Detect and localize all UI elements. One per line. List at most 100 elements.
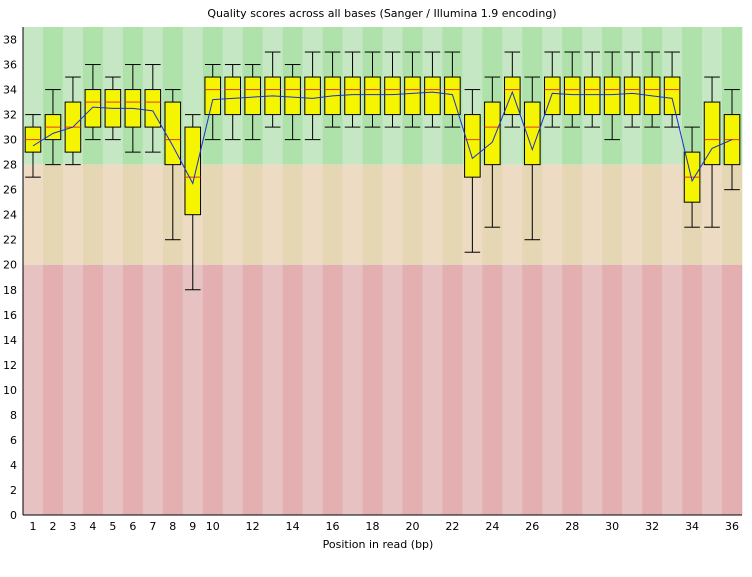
y-tick-label: 10 <box>3 384 17 397</box>
zone-reasonable-band <box>282 164 303 265</box>
zone-reasonable-band <box>222 164 243 265</box>
zone-poor-band <box>542 264 563 515</box>
iqr-box <box>184 126 202 216</box>
x-tick-label: 10 <box>206 520 220 533</box>
y-tick-label: 12 <box>3 359 17 372</box>
box-position-18 <box>364 51 381 128</box>
x-tick-label: 2 <box>49 520 56 533</box>
chart-title: Quality scores across all bases (Sanger … <box>207 7 556 20</box>
y-tick-label: 18 <box>3 284 17 297</box>
zone-poor-band <box>282 264 303 515</box>
zone-reasonable-band <box>142 164 164 265</box>
zone-poor-band <box>222 264 243 515</box>
box-position-25 <box>504 51 521 128</box>
y-tick-label: 34 <box>3 84 17 97</box>
y-tick-label: 6 <box>10 434 17 447</box>
y-tick-label: 2 <box>10 484 17 497</box>
iqr-box <box>623 76 641 116</box>
y-tick-label: 16 <box>3 309 17 322</box>
zone-poor-band <box>262 264 283 515</box>
zone-poor-band <box>462 264 483 515</box>
zone-poor-band <box>142 264 164 515</box>
box-position-17 <box>344 51 361 128</box>
box-position-14 <box>284 64 301 141</box>
mean-line <box>32 90 733 185</box>
x-tick-label: 5 <box>109 520 116 533</box>
zone-reasonable-band <box>502 164 523 265</box>
zone-poor-band <box>162 264 184 515</box>
iqr-box <box>204 76 222 116</box>
y-tick-label: 28 <box>3 159 17 172</box>
box-position-19 <box>384 51 401 128</box>
zone-reasonable-band <box>242 164 263 265</box>
zone-poor-band <box>602 264 623 515</box>
y-tick-label: 0 <box>10 509 17 522</box>
box-position-15 <box>304 51 321 141</box>
x-tick-label: 18 <box>366 520 380 533</box>
iqr-box <box>424 76 441 116</box>
zone-reasonable-band <box>262 164 283 265</box>
zone-reasonable-band <box>442 164 463 265</box>
zone-poor-band <box>622 264 643 515</box>
y-tick-label: 36 <box>3 59 17 72</box>
iqr-box <box>224 76 241 116</box>
x-tick-label: 7 <box>149 520 156 533</box>
zone-poor-band <box>23 264 44 515</box>
y-tick-label: 14 <box>3 334 17 347</box>
x-tick-label: 1 <box>29 520 36 533</box>
iqr-box <box>563 76 581 116</box>
box-position-2 <box>44 89 62 166</box>
x-tick-label: 24 <box>485 520 499 533</box>
zone-poor-band <box>442 264 463 515</box>
zone-reasonable-band <box>382 164 403 265</box>
zone-reasonable-band <box>642 164 663 265</box>
zone-poor-band <box>242 264 263 515</box>
box-position-9 <box>184 114 202 291</box>
zone-poor-band <box>522 264 543 515</box>
iqr-box <box>504 76 521 116</box>
zone-poor-band <box>62 264 84 515</box>
y-tick-label: 26 <box>3 184 17 197</box>
iqr-box <box>703 101 721 166</box>
iqr-box <box>344 76 361 116</box>
zone-good-band <box>682 27 703 165</box>
zone-reasonable-band <box>542 164 563 265</box>
y-tick-label: 20 <box>3 259 17 272</box>
zone-poor-band <box>82 264 104 515</box>
zone-reasonable-band <box>302 164 323 265</box>
iqr-box <box>404 76 421 116</box>
zone-poor-band <box>722 264 743 515</box>
x-tick-label: 20 <box>405 520 419 533</box>
x-axis-title: Position in read (bp) <box>323 538 434 551</box>
box-position-29 <box>583 51 601 128</box>
iqr-box <box>84 89 102 128</box>
iqr-box <box>244 76 261 116</box>
iqr-box <box>364 76 381 116</box>
x-tick-label: 30 <box>605 520 619 533</box>
zone-reasonable-band <box>322 164 343 265</box>
y-tick-label: 22 <box>3 234 17 247</box>
box-position-21 <box>424 51 441 128</box>
zone-poor-band <box>342 264 363 515</box>
iqr-box <box>603 76 621 116</box>
zone-poor-band <box>562 264 583 515</box>
zone-poor-band <box>702 264 723 515</box>
zone-poor-band <box>482 264 503 515</box>
zone-poor-band <box>582 264 603 515</box>
zone-poor-band <box>402 264 423 515</box>
zone-poor-band <box>502 264 523 515</box>
zone-poor-band <box>122 264 144 515</box>
axes <box>22 27 742 516</box>
x-tick-label: 16 <box>326 520 340 533</box>
y-tick-label: 32 <box>3 109 17 122</box>
x-tick-label: 4 <box>89 520 96 533</box>
zone-reasonable-band <box>122 164 144 265</box>
iqr-box <box>304 76 321 116</box>
zone-reasonable-band <box>622 164 643 265</box>
box-position-8 <box>164 89 182 241</box>
box-position-31 <box>623 51 641 128</box>
x-tick-label: 3 <box>69 520 76 533</box>
box-position-10 <box>204 64 222 141</box>
